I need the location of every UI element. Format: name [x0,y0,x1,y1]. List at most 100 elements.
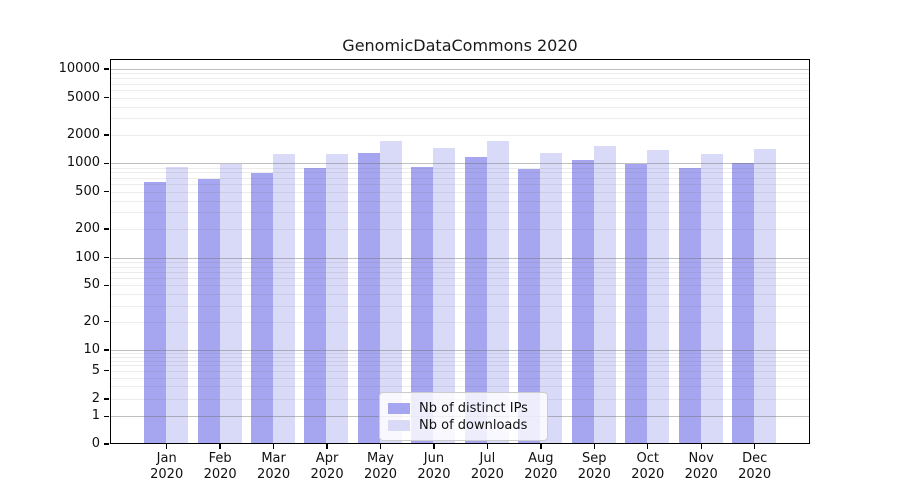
chart-title: GenomicDataCommons 2020 [342,36,578,55]
x-label-month: May [367,451,394,466]
y-tick-mark-50 [104,284,109,286]
x-tick-label-dec: Dec 2020 [725,451,785,483]
y-tick-mark-20 [104,321,109,323]
bar-downloads-mar [273,154,295,443]
x-label-month: Dec [742,451,768,466]
y-tick-label-2: 2 [91,391,100,406]
y-tick-mark-5000 [104,97,109,99]
x-label-month: Sep [582,451,607,466]
y-tick-label-20: 20 [83,313,100,329]
x-tick-label-mar: Mar 2020 [244,451,304,483]
bar-distinct-ips-mar [251,172,273,443]
plot-area: Nb of distinct IPs Nb of downloads [110,59,810,444]
x-label-year: 2020 [577,467,611,482]
x-tick-label-may: May 2020 [351,451,411,483]
x-label-month: Feb [208,451,232,466]
y-tick-mark-1 [104,415,109,417]
bars-layer [111,60,809,443]
y-tick-mark-10000 [104,68,109,70]
legend-swatch-distinct-ips [388,402,410,414]
x-label-year: 2020 [150,467,184,482]
x-label-year: 2020 [310,467,344,482]
x-tick-label-sep: Sep 2020 [564,451,624,483]
bar-downloads-apr [326,153,349,443]
x-label-month: Aug [528,451,554,466]
legend: Nb of distinct IPs Nb of downloads [379,392,548,441]
legend-label-distinct-ips: Nb of distinct IPs [419,400,528,416]
x-label-month: Jan [156,451,177,466]
x-tick-mark-may [379,444,382,449]
y-tick-label-0: 0 [91,436,100,451]
y-tick-mark-100 [104,257,109,259]
x-tick-mark-apr [326,444,328,449]
bar-distinct-ips-aug [518,168,541,443]
legend-item-distinct-ips: Nb of distinct IPs [388,400,537,416]
x-tick-label-oct: Oct 2020 [618,451,678,483]
x-tick-mark-dec [753,444,756,449]
legend-label-downloads: Nb of downloads [419,417,528,433]
x-tick-label-jul: Jul 2020 [457,451,517,483]
y-tick-mark-5 [104,370,109,372]
x-label-year: 2020 [363,467,398,482]
legend-item-downloads: Nb of downloads [388,417,537,433]
bar-downloads-jul [486,140,509,443]
bar-downloads-oct [647,150,670,443]
x-label-year: 2020 [417,467,451,482]
bar-distinct-ips-nov [678,168,701,443]
bar-downloads-sep [593,146,616,443]
y-tick-label-5000: 5000 [66,89,100,105]
y-tick-mark-500 [104,191,109,193]
bar-distinct-ips-jun [411,166,434,443]
bar-downloads-may [379,141,402,443]
y-tick-label-10: 10 [83,342,100,357]
bar-distinct-ips-jul [464,156,487,443]
x-tick-mark-aug [540,444,542,449]
bar-distinct-ips-feb [197,178,220,443]
y-tick-label-50: 50 [83,277,100,293]
x-label-month: Apr [315,451,339,466]
x-tick-mark-jul [486,444,489,449]
x-label-month: Jun [423,451,445,466]
y-tick-mark-1000 [104,162,109,164]
y-tick-label-1000: 1000 [66,155,100,171]
bar-downloads-jan [166,166,189,443]
x-tick-label-jun: Jun 2020 [404,451,464,483]
x-tick-mark-jan [166,444,168,449]
bar-distinct-ips-dec [732,162,755,443]
bar-distinct-ips-apr [304,168,327,443]
x-tick-label-apr: Apr 2020 [297,451,357,483]
legend-swatch-downloads [388,419,410,431]
bar-downloads-feb [219,163,242,443]
x-tick-mark-feb [219,444,221,449]
x-label-month: Nov [688,451,714,466]
x-label-year: 2020 [257,467,291,482]
x-tick-mark-sep [593,444,595,449]
x-tick-mark-oct [647,444,649,449]
y-tick-mark-200 [104,228,109,230]
bar-downloads-dec [754,149,777,443]
x-label-month: Jul [479,451,496,466]
y-tick-mark-10 [104,349,109,351]
bar-distinct-ips-jan [144,182,167,443]
bar-downloads-nov [700,153,723,443]
x-tick-label-jan: Jan 2020 [137,451,197,483]
x-label-year: 2020 [470,467,504,482]
x-label-year: 2020 [684,467,718,482]
y-tick-label-1: 1 [91,408,100,424]
y-tick-label-5: 5 [91,362,100,378]
x-label-month: Oct [636,451,659,466]
bar-distinct-ips-oct [625,164,648,443]
x-label-month: Mar [261,451,286,466]
y-tick-mark-2 [104,398,109,400]
x-tick-label-aug: Aug 2020 [511,451,571,483]
y-tick-label-200: 200 [75,221,100,236]
x-tick-label-nov: Nov 2020 [671,451,731,483]
y-tick-label-500: 500 [75,183,100,199]
y-tick-label-2000: 2000 [66,127,100,142]
bar-downloads-aug [540,152,563,443]
y-tick-label-100: 100 [75,249,100,265]
x-tick-mark-mar [272,444,275,449]
x-label-year: 2020 [524,467,558,482]
x-label-year: 2020 [203,467,237,482]
